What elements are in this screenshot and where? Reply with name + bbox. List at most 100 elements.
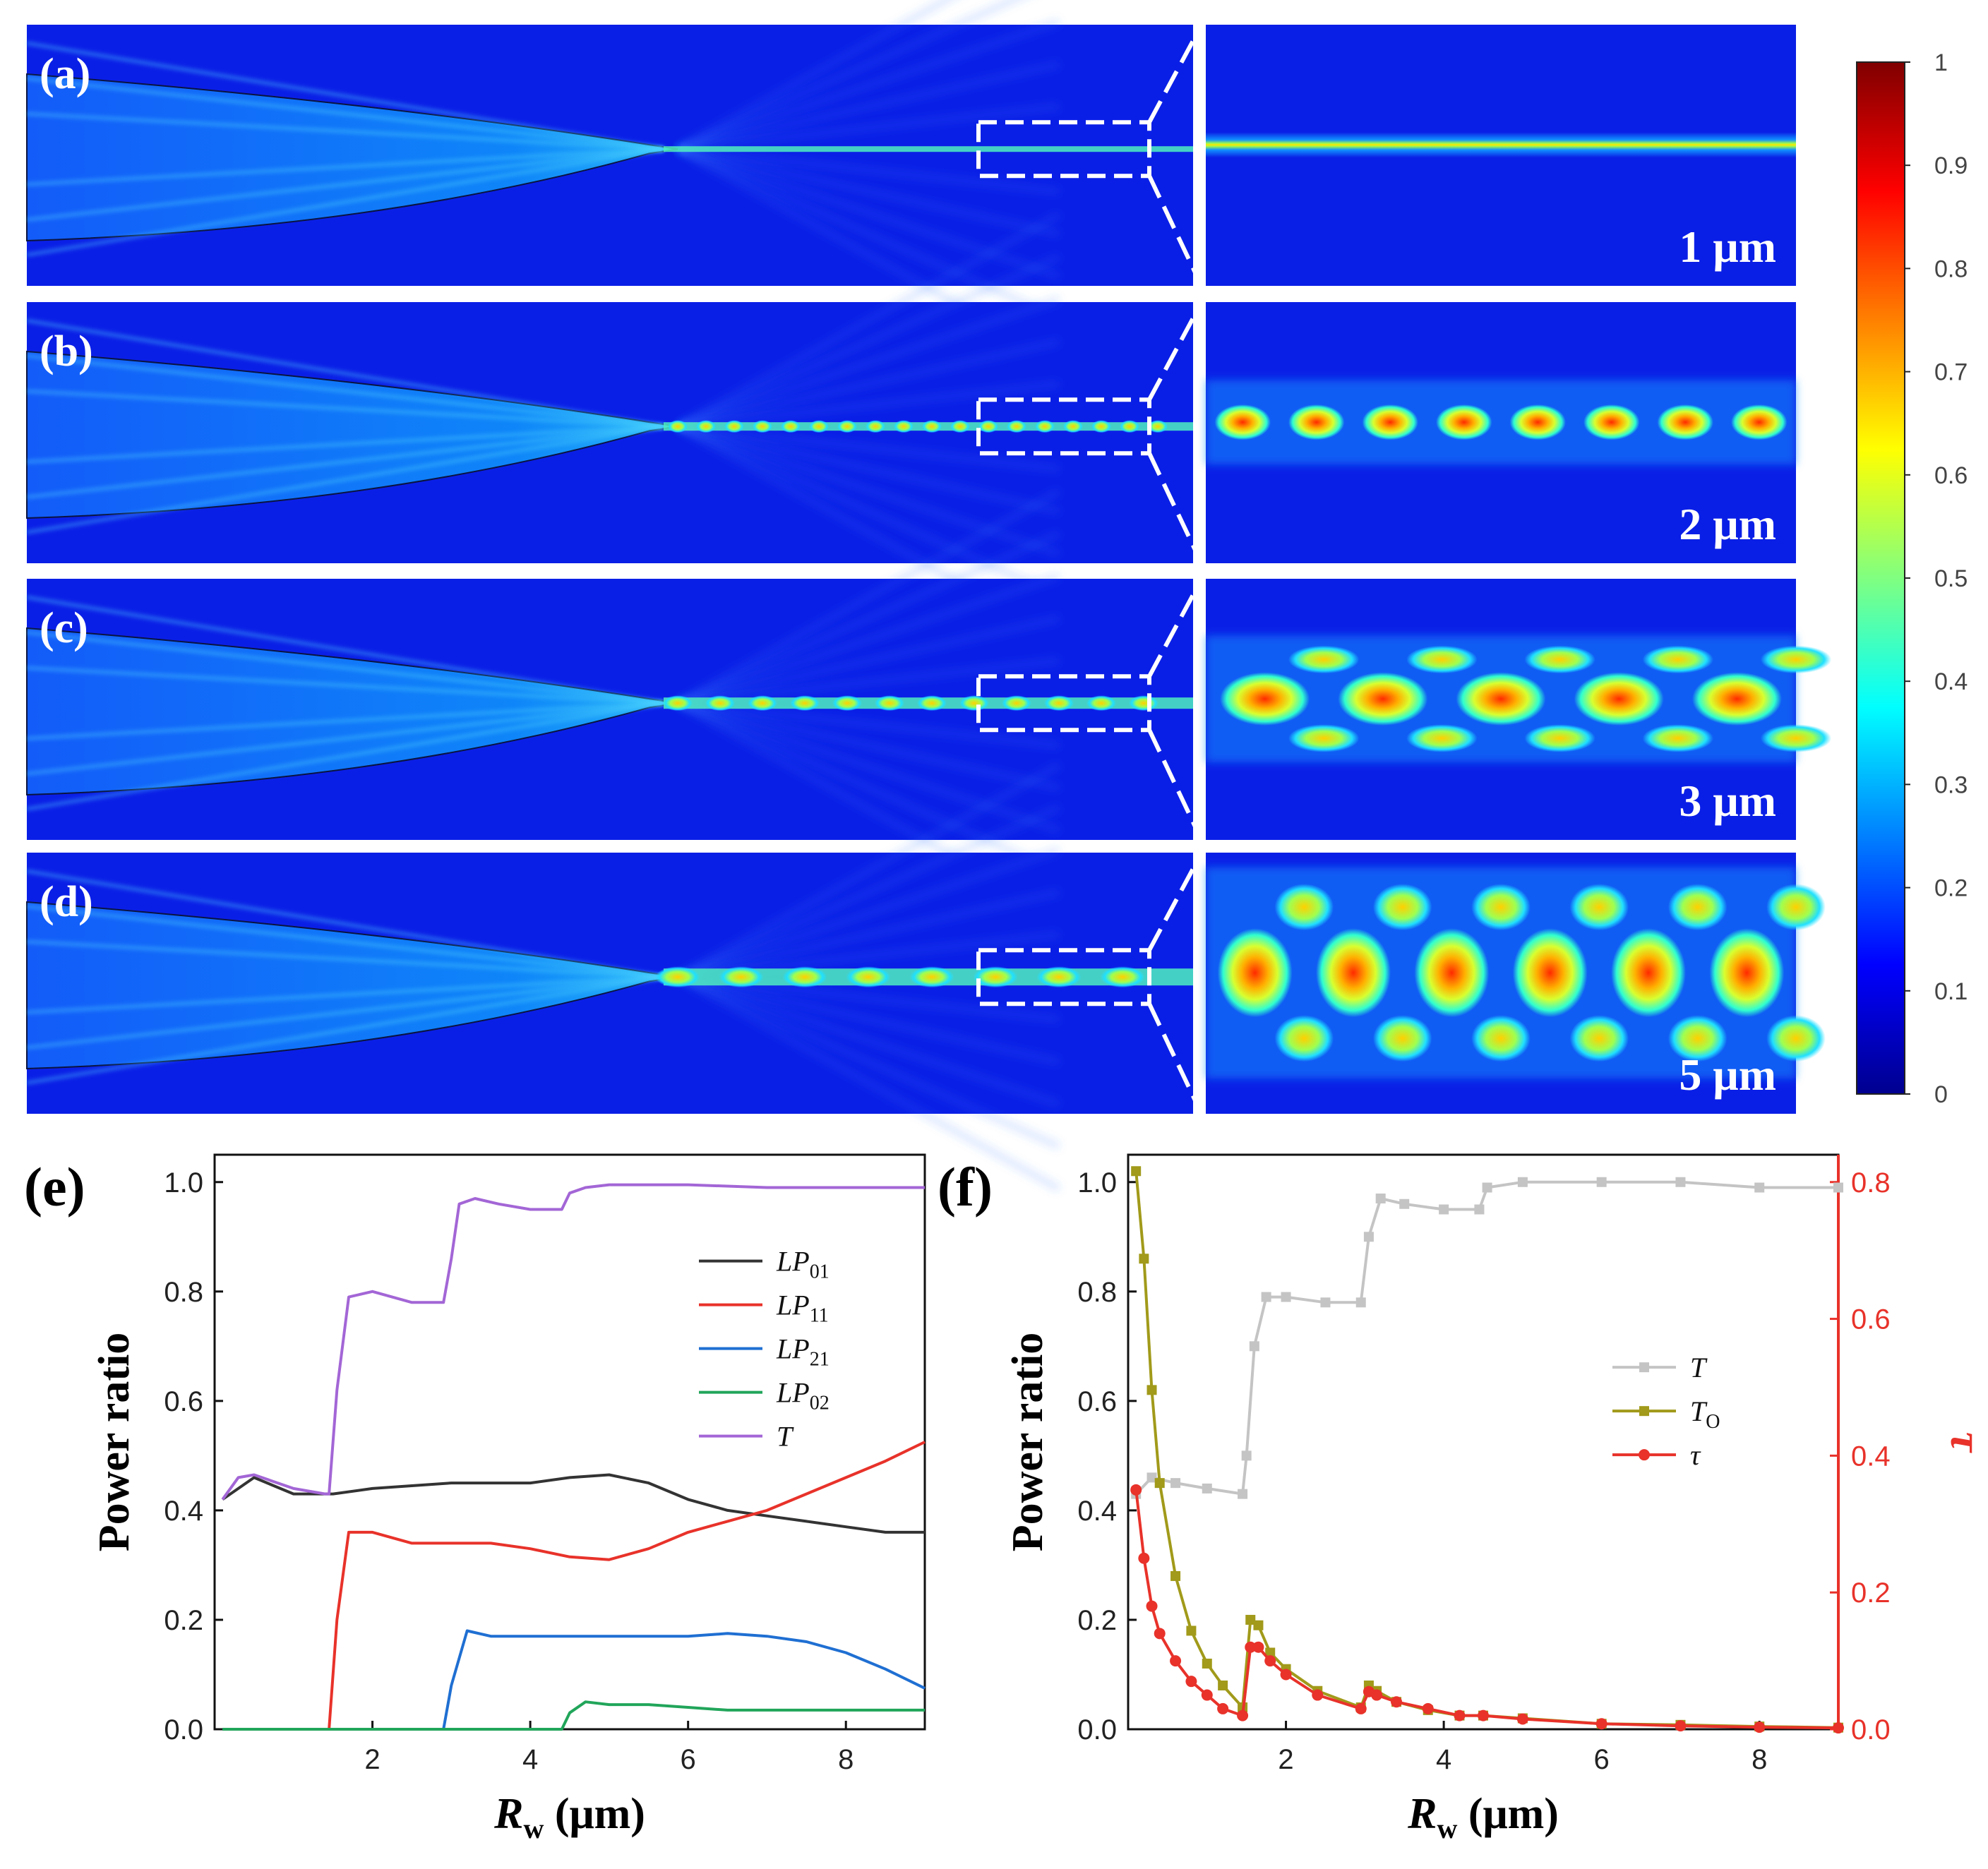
waveguide-wire — [664, 146, 1193, 152]
series-marker — [1170, 1570, 1181, 1581]
taper-body — [27, 351, 678, 518]
wire-bead — [719, 966, 764, 988]
y-axis-title: Power ratio — [1004, 1333, 1052, 1551]
wire-bead — [1035, 420, 1055, 433]
panel-label: (d) — [40, 878, 93, 926]
taper-ray — [26, 318, 664, 429]
scatter-ray — [677, 423, 1060, 473]
x-tick-label: 4 — [1436, 1744, 1451, 1775]
wire-bead — [782, 966, 827, 988]
inset-lobe — [1760, 645, 1832, 674]
inset-hotspot — [1731, 404, 1788, 440]
legend-marker — [1639, 1449, 1650, 1461]
field-row: (b) 2 μm — [26, 211, 1796, 642]
x-tick-label: 4 — [522, 1744, 538, 1775]
legend-name: LP — [776, 1333, 810, 1365]
inset-hotspot — [1583, 404, 1640, 440]
legend-name: T — [777, 1421, 794, 1453]
y2-tick-label: 0.6 — [1851, 1304, 1891, 1335]
scatter-ray — [676, 615, 1060, 707]
scale-label: 1 μm — [1679, 222, 1776, 272]
y-tick-label: 0.8 — [1077, 1277, 1117, 1308]
scatter-ray — [676, 145, 1060, 280]
zoom-guide-top — [1147, 854, 1202, 951]
inset-lobe — [1288, 645, 1360, 674]
colorbar-tick-label: 0.7 — [1934, 359, 1968, 386]
wire-bead — [866, 420, 885, 433]
taper-ray — [26, 595, 664, 706]
series-marker — [1241, 1450, 1252, 1461]
wire-bead — [753, 420, 772, 433]
x-axis-title: Rw (μm) — [1407, 1790, 1559, 1844]
series-line — [222, 1629, 926, 1731]
wire-bead — [696, 420, 716, 433]
colorbar-tick-label: 0.9 — [1934, 152, 1968, 179]
series-marker — [1185, 1676, 1197, 1688]
zoom-guide-bottom — [1147, 452, 1202, 562]
inset-lobe — [1667, 884, 1727, 931]
series-line — [222, 1441, 926, 1731]
inset-hotspot — [1316, 928, 1391, 1018]
y-tick-label: 0.6 — [164, 1386, 203, 1417]
wire-bead — [917, 695, 947, 711]
series-marker — [1154, 1478, 1165, 1489]
series-marker — [1170, 1478, 1181, 1489]
panel-label: (b) — [40, 327, 93, 375]
scatter-ray — [676, 18, 1060, 152]
field-row: (c) 3 μm — [26, 488, 1832, 918]
wire-bead — [846, 966, 891, 988]
taper-ray — [26, 975, 664, 1086]
series-marker — [1146, 1472, 1157, 1483]
series-marker — [1474, 1204, 1485, 1215]
series-marker — [1482, 1182, 1492, 1193]
taper-ray — [26, 701, 664, 776]
scatter-ray — [676, 423, 1061, 599]
colorbar-tick-label: 0.1 — [1934, 978, 1968, 1005]
scatter-ray — [676, 699, 1061, 876]
taper-ray — [26, 354, 664, 429]
inset-lobe — [1524, 645, 1595, 674]
zoom-guide-top — [1147, 304, 1202, 401]
colorbar-tick-label: 0.5 — [1934, 565, 1968, 592]
taper-ray — [26, 869, 664, 980]
series-marker — [1833, 1722, 1844, 1734]
wire-bead — [837, 420, 857, 433]
series-marker — [1675, 1177, 1686, 1187]
legend-name: LP — [776, 1377, 810, 1409]
inset-lobe — [1642, 645, 1713, 674]
inset-lobe — [1569, 1015, 1629, 1062]
x-axis-symbol: R — [493, 1790, 523, 1838]
legend-sub: 21 — [810, 1349, 830, 1371]
x-tick-label: 6 — [1594, 1744, 1610, 1775]
x-tick-label: 2 — [364, 1744, 380, 1775]
inset-lobe — [1406, 645, 1478, 674]
x-axis-unit: (μm) — [544, 1790, 645, 1838]
wire-bead — [781, 420, 801, 433]
scatter-ray — [677, 657, 1060, 707]
y-tick-label: 0.4 — [164, 1496, 203, 1527]
x-axis-unit: (μm) — [1457, 1790, 1559, 1838]
scatter-ray — [676, 572, 1060, 707]
series-marker — [1218, 1680, 1228, 1690]
scatter-ray — [676, 699, 1060, 834]
scatter-ray — [676, 804, 1061, 980]
inset-lobe — [1524, 724, 1595, 752]
series-marker — [1454, 1709, 1466, 1721]
scale-label: 2 μm — [1679, 499, 1776, 549]
legend-label: LP02 — [776, 1377, 830, 1414]
inset-hotspot — [1338, 672, 1428, 726]
series-marker — [1245, 1641, 1257, 1653]
legend-sub: O — [1706, 1411, 1720, 1433]
legend-name: T — [1690, 1395, 1708, 1427]
zoom-guide-bottom — [1147, 174, 1202, 284]
wire-bead — [832, 695, 862, 711]
taper-ray — [26, 41, 664, 152]
series-marker — [1596, 1177, 1607, 1187]
series-marker — [1245, 1614, 1256, 1625]
series-marker — [1170, 1655, 1182, 1667]
legend-name: T — [1690, 1352, 1708, 1383]
legend-sub: 01 — [810, 1261, 830, 1283]
y-tick-label: 0.0 — [1077, 1714, 1117, 1745]
inset-hotspot — [1657, 404, 1713, 440]
taper-ray — [26, 147, 664, 187]
